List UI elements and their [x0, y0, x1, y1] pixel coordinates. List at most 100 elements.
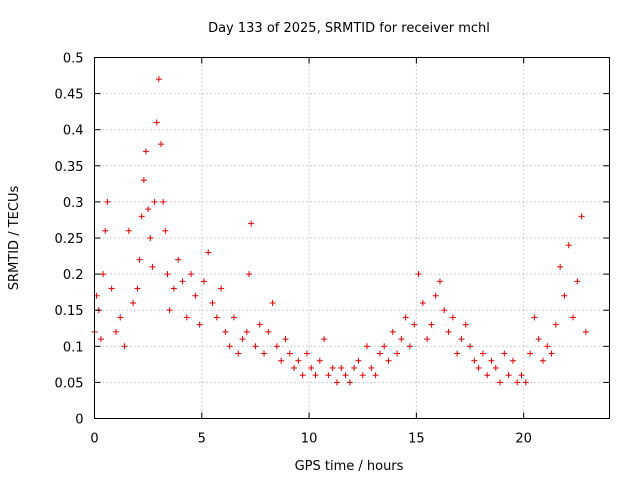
- data-point: [574, 278, 581, 285]
- data-point: [411, 321, 418, 328]
- grid-lines: [94, 57, 610, 419]
- data-point: [308, 364, 315, 371]
- data-point: [200, 278, 207, 285]
- y-tick-label: 0.1: [63, 340, 84, 355]
- data-point: [299, 372, 306, 379]
- data-point: [385, 357, 392, 364]
- data-point: [140, 177, 147, 184]
- data-point: [153, 119, 160, 126]
- data-point: [419, 299, 426, 306]
- y-tick-label: 0.3: [63, 196, 84, 211]
- data-point: [527, 350, 534, 357]
- data-point: [134, 285, 141, 292]
- data-point: [338, 364, 345, 371]
- data-point: [192, 292, 199, 299]
- data-point: [102, 227, 109, 234]
- data-point: [252, 343, 259, 350]
- data-point: [488, 357, 495, 364]
- data-point: [355, 357, 362, 364]
- data-point: [269, 299, 276, 306]
- data-point: [333, 379, 340, 386]
- data-point: [351, 364, 358, 371]
- data-point: [147, 235, 154, 241]
- y-tick-label: 0.5: [63, 52, 84, 67]
- axis-ticks: 0 0.05 0.1 0.15 0.2 0.25 0.3 0.35 0.4 0.45 0.5 0 5 10…: [55, 52, 610, 447]
- data-point: [160, 198, 167, 205]
- data-point: [582, 328, 589, 335]
- data-point: [273, 343, 280, 350]
- data-point: [246, 271, 252, 278]
- data-point: [97, 336, 104, 343]
- data-point: [557, 263, 564, 270]
- data-point: [286, 350, 293, 357]
- data-point: [458, 336, 465, 343]
- data-point: [415, 271, 422, 278]
- data-point: [295, 357, 302, 364]
- data-point: [243, 328, 250, 335]
- data-point: [183, 314, 190, 321]
- data-point: [155, 76, 162, 83]
- data-point: [166, 307, 173, 314]
- data-point: [170, 285, 177, 292]
- data-point: [226, 343, 233, 350]
- y-tick-label: 0.4: [63, 124, 84, 139]
- chart-title: Day 133 of 2025, SRMTID for receiver mch…: [208, 21, 490, 36]
- y-tick-label: 0.2: [63, 268, 84, 283]
- y-axis-label: SRMTID / TECUs: [7, 186, 22, 291]
- data-point: [213, 314, 220, 321]
- data-point: [454, 350, 461, 357]
- data-point: [544, 343, 551, 350]
- data-point: [501, 350, 508, 357]
- x-tick-label: 5: [198, 432, 206, 447]
- data-point: [321, 336, 328, 343]
- data-point: [346, 379, 353, 386]
- x-axis-label: GPS time / hours: [295, 459, 404, 474]
- data-point: [497, 379, 504, 386]
- data-point: [522, 379, 529, 386]
- x-tick-label: 10: [301, 432, 318, 447]
- data-point: [389, 328, 396, 335]
- data-point: [143, 148, 149, 155]
- data-point: [471, 357, 478, 364]
- y-tick-label: 0.35: [55, 160, 84, 175]
- data-point: [104, 198, 111, 205]
- data-point: [342, 372, 349, 379]
- data-point: [256, 321, 263, 328]
- data-point: [316, 357, 323, 364]
- data-point: [325, 372, 332, 379]
- data-point: [209, 299, 216, 306]
- data-point: [514, 379, 521, 386]
- data-point: [158, 141, 165, 148]
- data-point: [381, 343, 388, 350]
- x-tick-label: 20: [515, 432, 532, 447]
- data-point: [117, 314, 124, 321]
- data-point: [462, 321, 469, 328]
- data-point: [125, 227, 132, 234]
- data-point: [424, 336, 431, 343]
- data-point: [539, 357, 546, 364]
- data-point: [364, 343, 371, 350]
- data-point: [312, 372, 319, 379]
- data-point: [278, 357, 285, 364]
- data-point: [505, 372, 512, 379]
- data-point: [372, 372, 379, 379]
- y-tick-label: 0.05: [55, 376, 84, 391]
- data-point: [265, 328, 272, 335]
- data-point: [561, 292, 568, 299]
- data-point: [188, 271, 195, 278]
- x-tick-label: 0: [90, 432, 98, 447]
- data-point: [196, 321, 203, 328]
- data-point: [164, 271, 171, 278]
- y-tick-label: 0: [75, 413, 83, 428]
- data-point: [145, 206, 152, 213]
- data-point: [162, 227, 169, 234]
- data-point: [359, 372, 366, 379]
- data-point: [130, 299, 137, 306]
- data-point: [484, 372, 491, 379]
- data-point: [108, 285, 115, 292]
- data-point: [518, 372, 525, 379]
- data-point: [121, 343, 128, 350]
- data-point: [329, 364, 336, 371]
- data-point: [151, 198, 158, 205]
- data-point: [552, 321, 559, 328]
